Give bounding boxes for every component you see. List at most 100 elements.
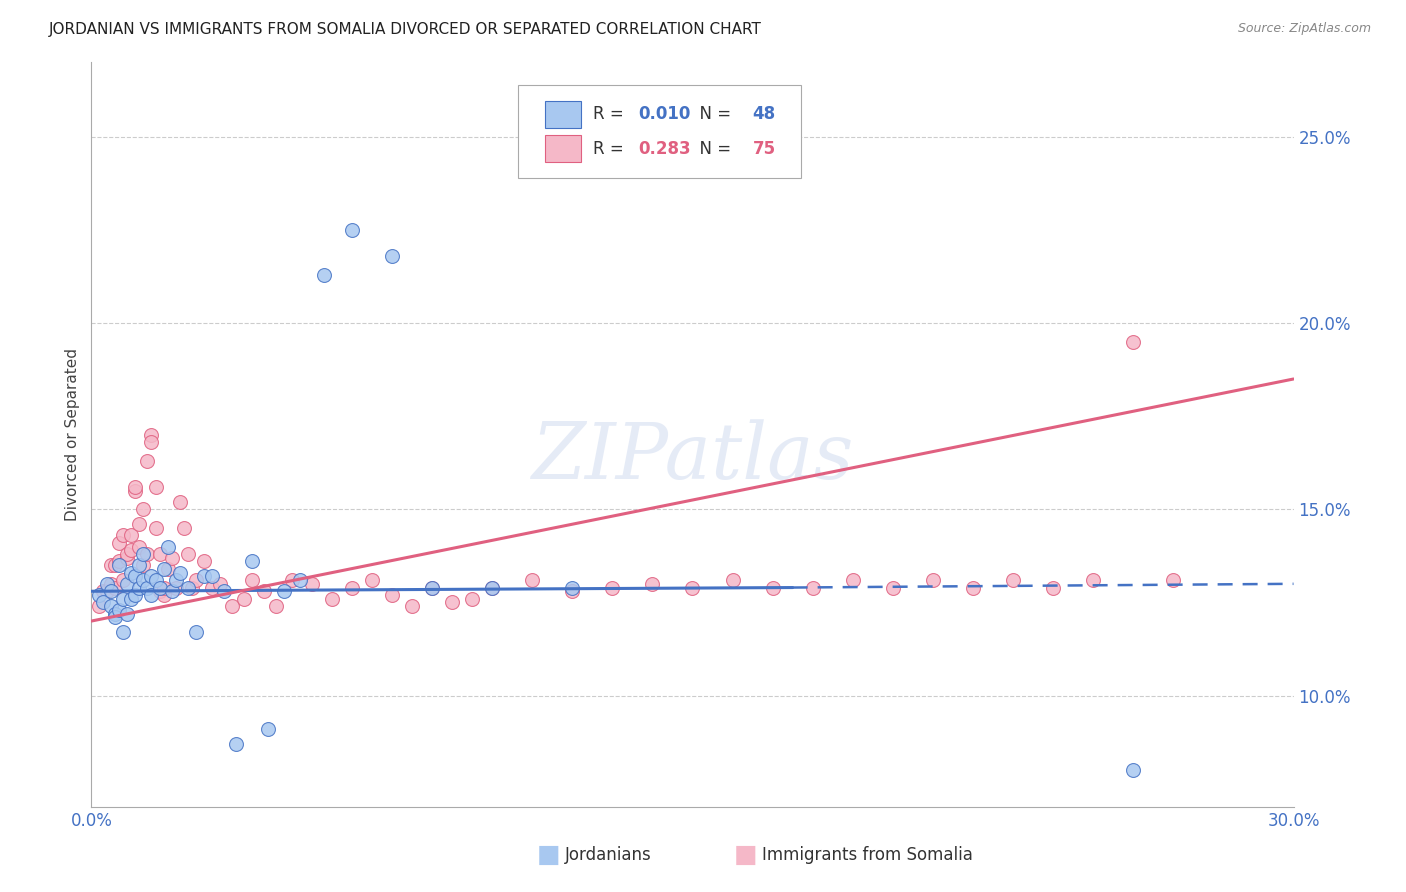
Point (681, 581, 703, 595)
Point (420, 581, 443, 595)
Point (93, 595, 115, 609)
Text: JORDANIAN VS IMMIGRANTS FROM SOMALIA DIVORCED OR SEPARATED CORRELATION CHART: JORDANIAN VS IMMIGRANTS FROM SOMALIA DIV… (49, 22, 762, 37)
Text: 75: 75 (752, 139, 776, 158)
Point (381, 588, 404, 602)
Point (420, 581, 443, 595)
Point (522, 573, 544, 587)
Point (108, 536, 131, 550)
Point (117, 577, 139, 591)
Point (152, 588, 174, 602)
FancyBboxPatch shape (544, 135, 581, 162)
Point (1122, 334, 1144, 349)
Point (112, 573, 135, 587)
Point (321, 591, 343, 606)
Point (96, 577, 118, 591)
Point (100, 584, 122, 599)
Point (461, 591, 484, 606)
Point (104, 610, 127, 624)
Point (141, 588, 163, 602)
Point (121, 566, 143, 580)
Point (240, 573, 263, 587)
Point (201, 581, 224, 595)
Point (89, 599, 111, 614)
FancyBboxPatch shape (544, 101, 581, 128)
Point (152, 562, 174, 576)
Point (156, 540, 179, 554)
Point (160, 550, 183, 565)
Point (641, 577, 664, 591)
Point (104, 581, 127, 595)
Point (108, 558, 131, 573)
Point (193, 554, 215, 568)
Point (160, 584, 183, 599)
Text: Jordanians: Jordanians (565, 846, 652, 863)
Point (184, 573, 207, 587)
Point (212, 584, 235, 599)
Point (288, 573, 311, 587)
Y-axis label: Divorced or Separated: Divorced or Separated (65, 349, 80, 521)
Point (208, 577, 231, 591)
Point (141, 569, 163, 583)
Text: N =: N = (689, 105, 737, 123)
Text: 48: 48 (752, 105, 776, 123)
Point (132, 502, 155, 516)
Point (136, 581, 159, 595)
Point (340, 581, 363, 595)
Text: 0.010: 0.010 (638, 105, 690, 123)
Point (340, 223, 363, 237)
Point (148, 584, 170, 599)
Point (124, 588, 146, 602)
Point (132, 573, 155, 587)
Point (100, 577, 122, 591)
Point (264, 599, 287, 614)
Point (225, 737, 247, 751)
Point (132, 558, 155, 573)
Point (253, 584, 276, 599)
Point (721, 573, 744, 587)
Text: ■: ■ (537, 843, 560, 866)
Point (112, 591, 135, 606)
Text: ■: ■ (734, 843, 756, 866)
Text: N =: N = (689, 139, 737, 158)
Point (112, 625, 135, 640)
Text: R =: R = (593, 105, 628, 123)
Point (104, 607, 127, 621)
Point (89, 588, 111, 602)
Point (256, 722, 278, 736)
Point (128, 558, 150, 573)
Point (176, 581, 198, 595)
Point (801, 581, 824, 595)
Point (121, 591, 143, 606)
Point (481, 581, 503, 595)
Point (145, 480, 167, 494)
Point (117, 607, 139, 621)
Point (440, 595, 463, 609)
Point (148, 547, 170, 561)
Point (124, 483, 146, 498)
Point (117, 547, 139, 561)
Point (165, 573, 187, 587)
Point (240, 554, 263, 568)
Text: Immigrants from Somalia: Immigrants from Somalia (762, 846, 973, 863)
Point (132, 547, 155, 561)
Point (301, 577, 323, 591)
Point (100, 599, 122, 614)
Point (128, 517, 150, 532)
Point (121, 543, 143, 558)
Point (96, 584, 118, 599)
Text: 0.283: 0.283 (638, 139, 690, 158)
Point (112, 528, 135, 542)
Point (141, 428, 163, 442)
Point (193, 569, 215, 583)
Point (882, 581, 904, 595)
Point (145, 573, 167, 587)
Point (152, 581, 174, 595)
Point (100, 558, 122, 573)
Point (141, 435, 163, 450)
Point (1083, 573, 1105, 587)
Point (381, 249, 404, 263)
Point (156, 562, 179, 576)
Point (360, 573, 382, 587)
Point (145, 521, 167, 535)
Point (104, 558, 127, 573)
